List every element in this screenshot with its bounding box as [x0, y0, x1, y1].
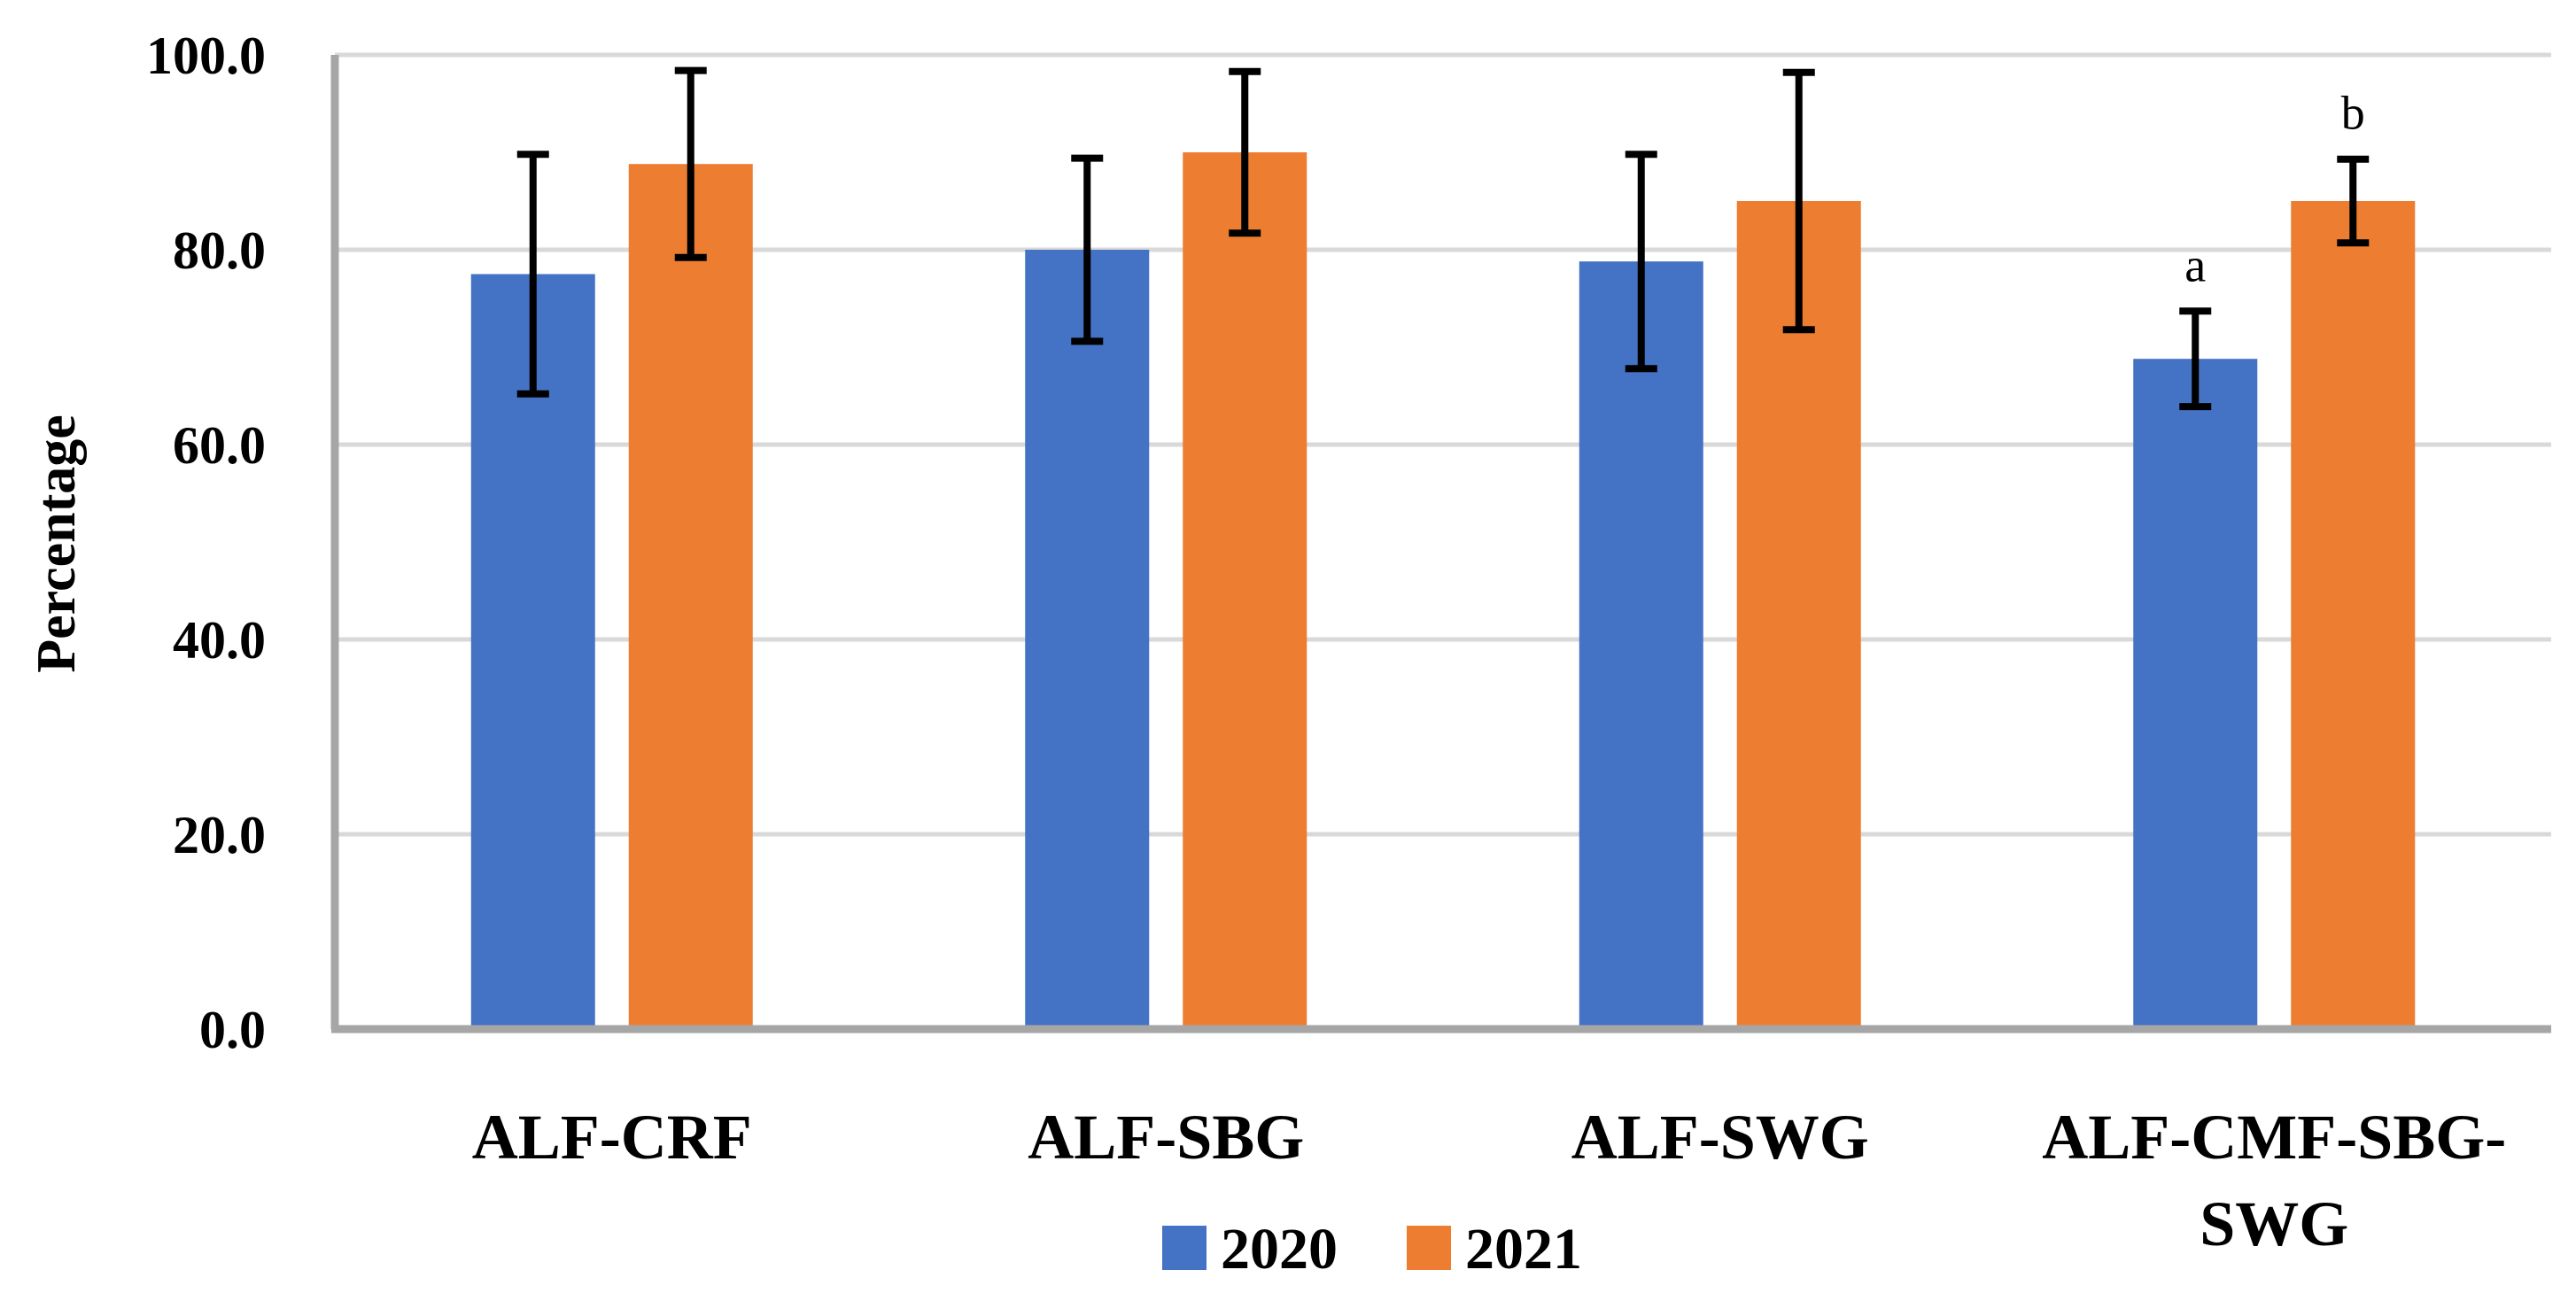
significance-annotations: ab [2184, 87, 2364, 292]
x-category-label: ALF-CMF-SBG- [2042, 1102, 2506, 1173]
axes [330, 55, 2551, 1034]
y-tick-labels: 0.0 20.0 40.0 60.0 80.0 100.0 [146, 27, 266, 1059]
x-category-labels: ALF-CRF ALF-SBG ALF-SWG ALF-CMF-SBG- SWG [472, 1102, 2506, 1259]
legend-swatch-2021 [1407, 1226, 1451, 1270]
legend-swatch-2020 [1162, 1226, 1207, 1270]
x-category-label: ALF-CRF [472, 1102, 752, 1173]
legend-label-2020: 2020 [1221, 1217, 1338, 1281]
legend-label-2021: 2021 [1465, 1217, 1582, 1281]
bar-2021-ALF-CMF-SBG-SWG [2291, 201, 2416, 1026]
bar-2020-ALF-SBG [1025, 250, 1150, 1026]
bar-2021-ALF-CRF [628, 164, 753, 1026]
bar-2020-ALF-CMF-SBG-SWG [2133, 359, 2258, 1026]
significance-letter: b [2341, 87, 2365, 140]
bar-2021-ALF-SWG [1736, 201, 1861, 1026]
y-tick-label: 20.0 [173, 806, 266, 864]
y-tick-label: 60.0 [173, 416, 266, 475]
legend: 2020 2021 [1162, 1217, 1582, 1281]
x-category-label: ALF-SBG [1028, 1102, 1304, 1173]
x-category-label: ALF-SWG [1571, 1102, 1869, 1173]
bar-2020-ALF-SWG [1579, 261, 1703, 1026]
bar-2020-ALF-CRF [470, 274, 595, 1026]
error-bars [516, 66, 2370, 411]
x-category-label: SWG [2200, 1188, 2348, 1259]
significance-letter: a [2184, 238, 2206, 291]
y-tick-label: 0.0 [199, 1001, 266, 1059]
y-tick-label: 100.0 [146, 27, 266, 85]
y-tick-label: 80.0 [173, 221, 266, 280]
y-tick-label: 40.0 [173, 611, 266, 670]
bars [470, 152, 2416, 1026]
bar-2021-ALF-SBG [1183, 152, 1307, 1026]
y-axis-title: Percentage [27, 414, 87, 672]
